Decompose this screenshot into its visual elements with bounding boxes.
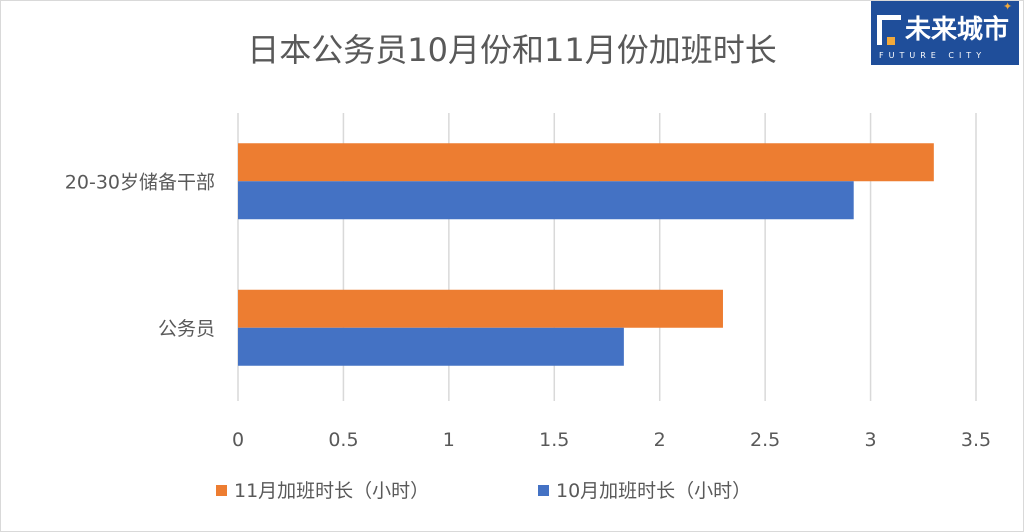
logo-mark-icon [877,15,901,45]
x-tick-label: 3.5 [961,429,991,451]
bar-oct [238,181,854,220]
x-tick-label: 0 [232,429,244,451]
category-label: 20-30岁储备干部 [65,171,215,193]
legend-label: 10月加班时长（小时） [556,480,751,502]
legend-label: 11月加班时长（小时） [234,480,429,502]
category-label: 公务员 [158,318,215,340]
star-icon: ✦ [1003,1,1013,13]
x-tick-label: 3 [865,429,877,451]
legend-swatch [538,485,549,496]
legend-swatch [216,485,227,496]
bar-nov [238,143,934,182]
x-tick-label: 2.5 [750,429,780,451]
bar-oct [238,327,624,366]
bar-nov [238,289,723,328]
future-city-logo: 未来城市 FUTURE CITY ✦ [871,1,1019,65]
x-tick-label: 1 [443,429,455,451]
logo-text: 未来城市 [905,15,1010,45]
x-tick-label: 0.5 [328,429,358,451]
x-tick-label: 2 [654,429,666,451]
chart-title: 日本公务员10月份和11月份加班时长 [247,31,777,69]
logo-subtext: FUTURE CITY [879,51,987,60]
x-tick-label: 1.5 [539,429,569,451]
